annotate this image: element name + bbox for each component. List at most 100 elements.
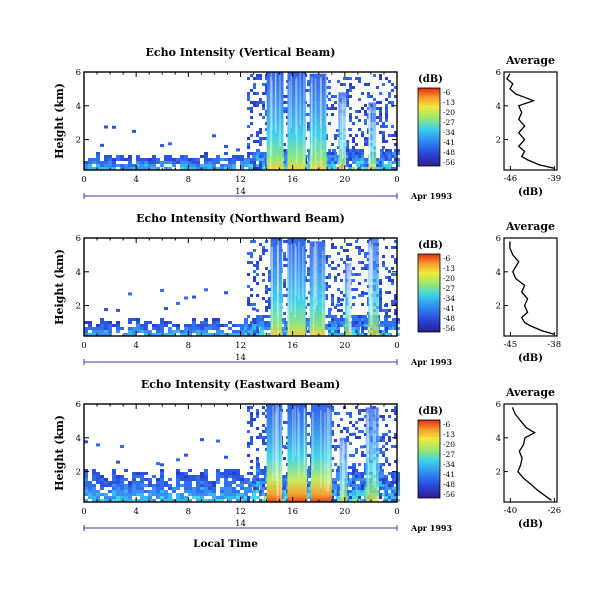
echo-pixel (394, 297, 398, 300)
echo-pixel (394, 131, 398, 134)
echo-pixel (394, 499, 398, 502)
echo-pixel (232, 158, 236, 161)
echo-pixel (188, 333, 192, 336)
echo-pixel (268, 273, 272, 276)
echo-pixel (176, 499, 180, 502)
echo-pixel (340, 303, 344, 306)
echo-pixel (247, 285, 251, 288)
echo-pixel (204, 321, 208, 324)
colorbar-tick-label: -6 (443, 420, 451, 429)
echo-pixel (382, 436, 386, 439)
echo-pixel (253, 167, 257, 170)
echo-pixel (204, 499, 208, 502)
echo-pixel (228, 333, 232, 336)
column-streak (310, 82, 313, 169)
echo-pixel (92, 478, 96, 481)
echo-pixel (352, 140, 356, 143)
echo-pixel (253, 270, 257, 273)
echo-pixel (84, 327, 88, 330)
echo-pixel (96, 490, 100, 493)
echo-pixel (244, 327, 248, 330)
echo-pixel (307, 89, 311, 92)
echo-pixel (253, 164, 257, 167)
x-axis-label: Local Time (193, 538, 258, 550)
echo-pixel (265, 300, 269, 303)
echo-pixel (268, 303, 272, 306)
x-tick-label: 8 (186, 341, 191, 351)
echo-pixel (188, 493, 192, 496)
echo-pixel (120, 478, 124, 481)
echo-pixel (262, 273, 266, 276)
echo-pixel (379, 436, 383, 439)
echo-pixel (336, 318, 340, 321)
echo-pixel (256, 273, 260, 276)
echo-pixel (248, 161, 252, 164)
echo-pixel (92, 158, 96, 161)
echo-pixel (128, 493, 132, 496)
echo-pixel (232, 478, 236, 481)
echo-pixel (240, 161, 244, 164)
echo-pixel (361, 303, 365, 306)
echo-pixel (256, 490, 260, 493)
echo-pixel (256, 152, 260, 155)
x-tick-label: 0 (81, 341, 86, 351)
echo-pixel (334, 448, 338, 451)
echo-pixel (262, 436, 266, 439)
echo-pixel (184, 167, 188, 170)
echo-pixel (308, 487, 312, 490)
echo-pixel (382, 478, 386, 481)
echo-pixel (136, 472, 140, 475)
echo-pixel (352, 493, 356, 496)
echo-pixel (346, 146, 350, 149)
echo-pixel (256, 481, 260, 484)
echo-pixel (346, 478, 350, 481)
echo-pixel (244, 481, 248, 484)
echo-pixel (331, 499, 335, 502)
echo-pixel (116, 330, 120, 333)
echo-pixel (379, 478, 383, 481)
echo-pixel (112, 158, 116, 161)
echo-pixel (176, 301, 180, 305)
echo-pixel (394, 294, 398, 297)
echo-pixel (364, 292, 368, 296)
echo-pixel (328, 327, 332, 330)
echo-pixel (128, 333, 132, 336)
echo-pixel (331, 421, 335, 424)
echo-pixel (265, 427, 269, 430)
echo-pixel (352, 303, 356, 306)
echo-pixel (228, 327, 232, 330)
echo-pixel (331, 445, 335, 448)
echo-pixel (172, 158, 176, 161)
echo-pixel (164, 167, 168, 170)
echo-pixel (144, 321, 148, 324)
echo-pixel (348, 472, 352, 475)
echo-pixel (380, 158, 384, 161)
echo-pixel (104, 321, 108, 324)
echo-pixel (200, 487, 204, 490)
echo-pixel (337, 490, 341, 493)
echo-pixel (352, 472, 356, 475)
echo-pixel (334, 463, 338, 466)
echo-pixel (361, 484, 365, 487)
echo-pixel (391, 490, 395, 493)
echo-pixel (148, 164, 152, 167)
echo-pixel (324, 324, 328, 327)
column-streak (270, 72, 273, 157)
echo-pixel (200, 481, 204, 484)
x-tick-label: 12 (235, 175, 246, 185)
echo-pixel (240, 478, 244, 481)
echo-pixel (216, 318, 220, 321)
echo-pixel (376, 161, 380, 164)
echo-pixel (160, 330, 164, 333)
echo-pixel (364, 409, 368, 412)
echo-pixel (256, 321, 260, 324)
echo-pixel (104, 327, 108, 330)
echo-pixel (120, 158, 124, 161)
echo-pixel (247, 155, 251, 158)
echo-pixel (204, 152, 208, 155)
echo-pixel (192, 493, 196, 496)
echo-pixel (192, 164, 196, 167)
echo-pixel (391, 155, 395, 158)
echo-pixel (349, 113, 353, 116)
average-y-tick-label: 2 (496, 468, 501, 478)
